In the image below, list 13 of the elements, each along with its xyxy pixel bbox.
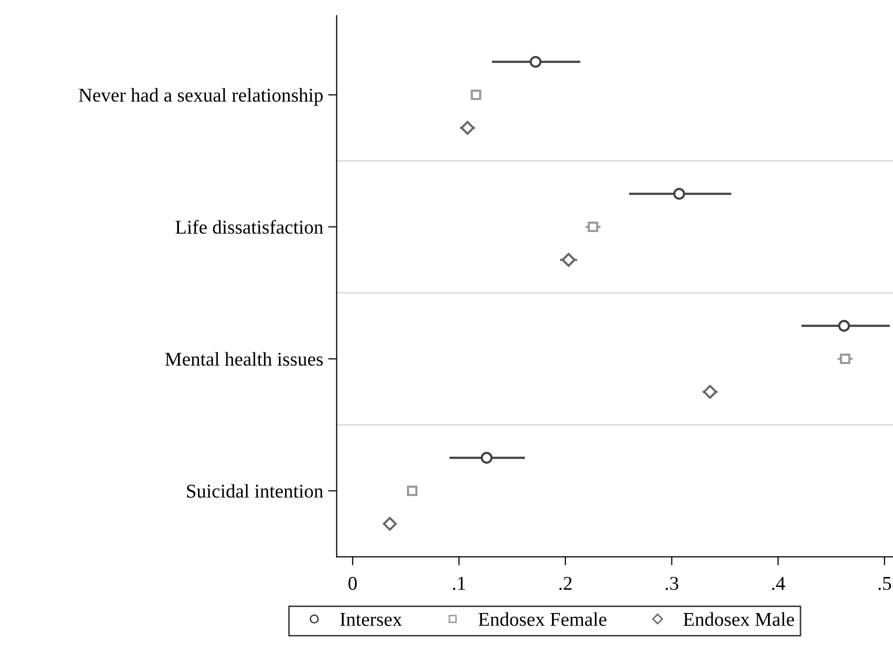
legend-label: Endosex Male <box>683 612 794 626</box>
legend-label: Intersex <box>340 613 402 626</box>
y-tick-label: Never had a sexual relationship <box>78 88 323 106</box>
x-tick-label: .4 <box>772 576 786 590</box>
y-tick-label: Life dissatisfaction <box>176 220 324 234</box>
x-tick-label: .3 <box>666 576 678 590</box>
legend-label: Endosex Female <box>478 612 606 626</box>
x-tick-label: 0 <box>348 576 357 590</box>
x-tick-label: .2 <box>559 576 572 590</box>
y-tick-label: Suicidal intention <box>187 484 324 498</box>
y-tick-label: Mental health issues <box>165 352 323 366</box>
x-tick-label: .1 <box>452 576 466 590</box>
x-tick-label: .5 <box>878 577 892 590</box>
